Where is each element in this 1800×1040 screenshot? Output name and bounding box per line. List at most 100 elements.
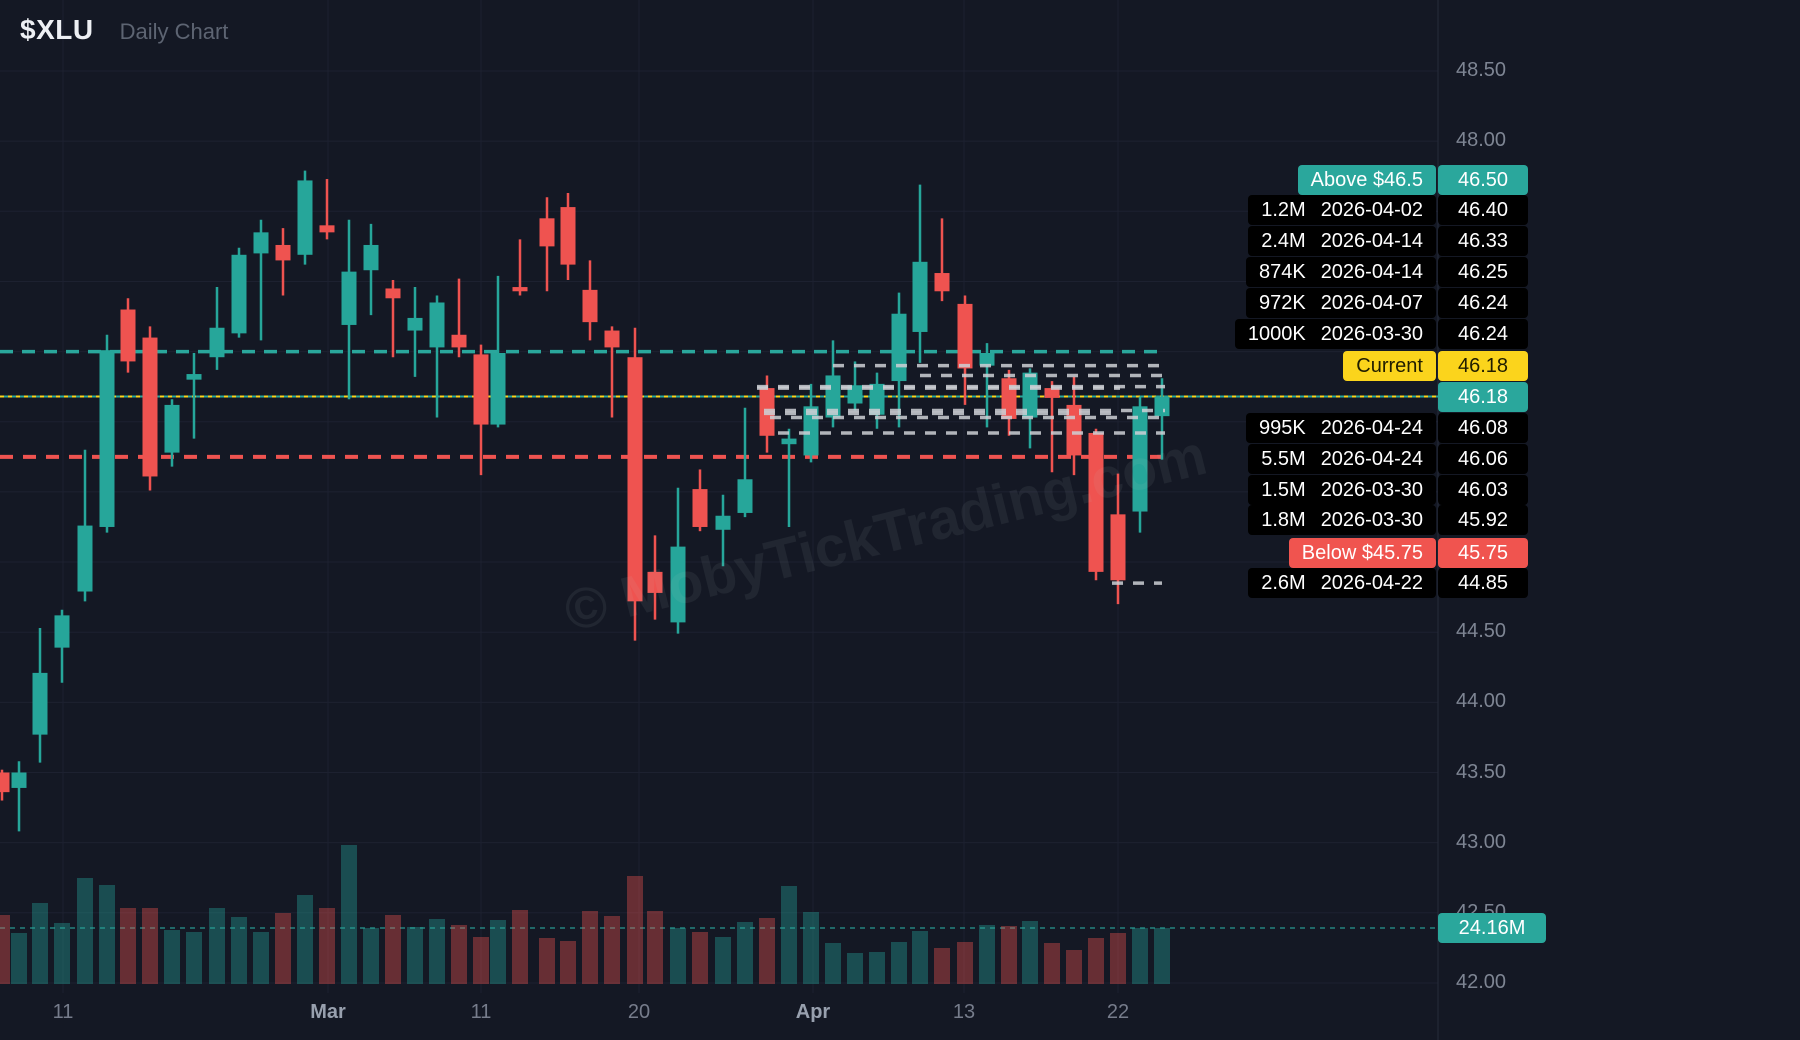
time-tick: Mar bbox=[310, 1001, 346, 1023]
price-value-box: 46.18 bbox=[1438, 382, 1528, 412]
candle-body bbox=[32, 672, 48, 735]
candle-body bbox=[186, 374, 202, 380]
volume-bar bbox=[737, 922, 753, 984]
candle-body bbox=[297, 180, 313, 255]
date-value: 2026-04-14 bbox=[1320, 260, 1423, 283]
volume-bar bbox=[186, 932, 202, 984]
annotation-row: 972K 2026-04-07 46.24 bbox=[0, 288, 1800, 318]
time-tick: 20 bbox=[627, 1001, 651, 1023]
candle-body bbox=[692, 489, 708, 527]
volume-bar bbox=[1088, 938, 1104, 984]
volume-bar bbox=[582, 911, 598, 984]
annotation-row: 1.2M 2026-04-02 46.40 bbox=[0, 195, 1800, 225]
price-tick: 44.50 bbox=[1456, 620, 1507, 643]
above-level-label: Above $46.5 bbox=[1297, 165, 1436, 195]
candle-body bbox=[451, 334, 467, 348]
symbol-title: $XLU bbox=[20, 14, 94, 45]
annotation-row: 1.5M 2026-03-30 46.03 bbox=[0, 475, 1800, 505]
candle-body bbox=[957, 303, 973, 369]
candle-body bbox=[142, 337, 158, 477]
annotation-row: 2.6M 2026-04-22 44.85 bbox=[0, 568, 1800, 598]
volume-bar bbox=[32, 903, 48, 984]
time-tick: Apr bbox=[795, 1001, 831, 1023]
volume-bar bbox=[803, 912, 819, 984]
price-tick: 43.00 bbox=[1456, 830, 1507, 853]
candle-body bbox=[231, 254, 247, 334]
volume-bar bbox=[142, 908, 158, 984]
volume-bar bbox=[0, 915, 10, 984]
below-level-label: Below $45.75 bbox=[1288, 538, 1436, 568]
volume-value: 1.2M bbox=[1261, 198, 1306, 221]
volume-bar bbox=[869, 952, 885, 984]
volume-bar bbox=[253, 932, 269, 984]
volume-bar bbox=[1132, 928, 1148, 984]
volume-bar bbox=[912, 931, 928, 984]
candle-body bbox=[869, 383, 885, 415]
candle-body bbox=[209, 327, 225, 358]
price-value-box: 46.40 bbox=[1438, 195, 1528, 225]
candle-body bbox=[715, 515, 731, 530]
candle-body bbox=[490, 353, 506, 425]
volume-total-badge: 24.16M bbox=[1438, 913, 1546, 943]
price-value-box: 46.25 bbox=[1438, 257, 1528, 287]
volume-bar bbox=[1022, 921, 1038, 984]
candle-body bbox=[539, 218, 555, 247]
volume-bar bbox=[759, 918, 775, 984]
volume-bar bbox=[512, 910, 528, 984]
candle-body bbox=[253, 232, 269, 254]
date-value: 2026-04-24 bbox=[1320, 447, 1423, 470]
candle-body bbox=[429, 302, 445, 348]
current-price-label: Current bbox=[1343, 351, 1436, 381]
volume-bar bbox=[1044, 943, 1060, 984]
candle-body bbox=[164, 404, 180, 453]
volume-bar bbox=[363, 928, 379, 984]
volume-date-label: 972K 2026-04-07 bbox=[1245, 288, 1436, 318]
candle-body bbox=[275, 244, 291, 261]
volume-bar bbox=[891, 942, 907, 984]
volume-bar bbox=[297, 895, 313, 984]
date-value: 2026-04-02 bbox=[1320, 198, 1423, 221]
candle-body bbox=[120, 309, 136, 362]
volume-bar bbox=[1110, 933, 1126, 984]
annotation-row: 1000K 2026-03-30 46.24 bbox=[0, 319, 1800, 349]
candle-body bbox=[847, 385, 863, 404]
volume-date-label: 874K 2026-04-14 bbox=[1245, 257, 1436, 287]
volume-bar bbox=[647, 911, 663, 984]
candle-body bbox=[604, 330, 620, 348]
price-value-box: 46.24 bbox=[1438, 288, 1528, 318]
volume-value: 874K bbox=[1258, 260, 1306, 283]
candle-body bbox=[512, 287, 528, 292]
candle-body bbox=[1044, 388, 1060, 398]
volume-bar bbox=[209, 908, 225, 984]
time-tick: 11 bbox=[52, 1001, 74, 1023]
candle-body bbox=[0, 772, 10, 793]
date-value: 2026-04-07 bbox=[1320, 291, 1423, 314]
volume-bar bbox=[847, 953, 863, 984]
candle-body bbox=[385, 288, 401, 299]
volume-value: 2.4M bbox=[1261, 229, 1306, 252]
date-value: 2026-03-30 bbox=[1320, 508, 1423, 531]
volume-bar bbox=[341, 845, 357, 984]
volume-bar bbox=[451, 925, 467, 984]
candle-body bbox=[912, 261, 928, 332]
volume-date-label: 5.5M 2026-04-24 bbox=[1248, 444, 1436, 474]
volume-bar bbox=[957, 942, 973, 984]
volume-bar bbox=[825, 943, 841, 984]
candle-body bbox=[1110, 514, 1126, 581]
date-value: 2026-03-30 bbox=[1320, 478, 1423, 501]
time-tick: 13 bbox=[952, 1001, 976, 1023]
volume-bar bbox=[11, 933, 27, 984]
annotation-row: 1.8M 2026-03-30 45.92 bbox=[0, 505, 1800, 535]
price-tick: 48.00 bbox=[1456, 129, 1507, 152]
annotation-row: 874K 2026-04-14 46.25 bbox=[0, 257, 1800, 287]
volume-bar bbox=[604, 916, 620, 984]
date-value: 2026-04-14 bbox=[1320, 229, 1423, 252]
volume-value: 5.5M bbox=[1261, 447, 1306, 470]
volume-bar bbox=[275, 913, 291, 984]
volume-bar bbox=[77, 878, 93, 984]
price-tick: 48.50 bbox=[1456, 59, 1507, 81]
candle-body bbox=[627, 357, 643, 602]
price-value-box: 46.03 bbox=[1438, 475, 1528, 505]
volume-date-label: 1.2M 2026-04-02 bbox=[1248, 195, 1436, 225]
